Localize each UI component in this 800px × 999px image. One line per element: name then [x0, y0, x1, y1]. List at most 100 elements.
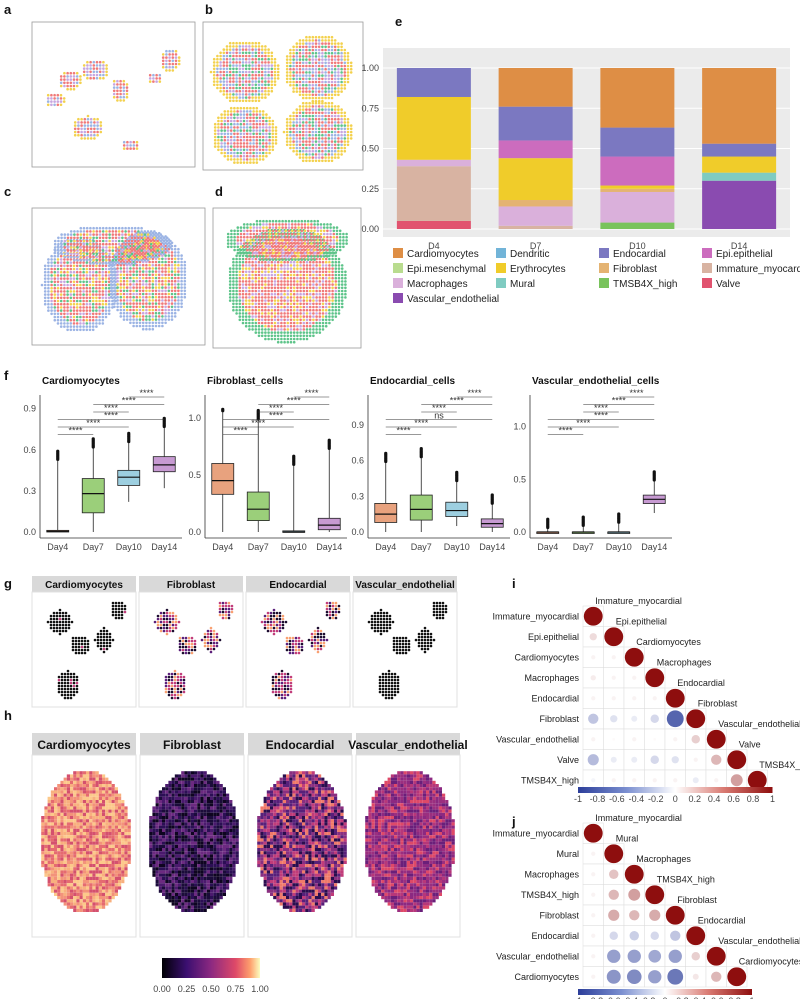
x-tick-label: Day4 — [537, 542, 558, 552]
spot — [74, 639, 78, 643]
spot — [149, 255, 153, 259]
spot — [317, 114, 321, 118]
spot — [257, 57, 261, 61]
spot — [133, 262, 137, 265]
spot — [114, 255, 118, 259]
spot — [305, 292, 309, 296]
spot — [343, 83, 347, 87]
spot — [296, 331, 299, 334]
spot — [308, 312, 312, 315]
spot — [95, 286, 98, 290]
spot — [102, 626, 106, 630]
spot — [244, 83, 248, 87]
spot — [246, 242, 249, 245]
spot — [333, 137, 337, 140]
spot — [300, 229, 304, 233]
spot — [229, 113, 233, 116]
spot — [127, 258, 131, 262]
spot — [232, 283, 235, 286]
spot — [303, 245, 307, 249]
spot — [292, 331, 296, 334]
spot — [303, 255, 307, 258]
spot — [76, 233, 79, 236]
spot — [246, 235, 249, 239]
spot — [228, 41, 232, 45]
bar-segment — [498, 225, 573, 229]
spot — [230, 229, 233, 233]
spot — [252, 148, 255, 152]
spot — [324, 83, 327, 87]
spot — [292, 302, 296, 306]
spot — [349, 127, 353, 131]
spot — [212, 83, 216, 87]
spot — [292, 324, 296, 328]
spot — [242, 226, 246, 229]
spot — [292, 292, 296, 296]
spot — [153, 252, 156, 256]
spot — [140, 242, 143, 246]
spot — [101, 233, 105, 236]
spot — [281, 251, 284, 255]
spot — [53, 286, 57, 290]
spot — [292, 305, 296, 309]
spot — [343, 124, 347, 127]
spot — [248, 89, 251, 93]
spot — [270, 64, 274, 67]
spot — [72, 299, 76, 303]
spot — [129, 267, 132, 270]
spot — [343, 64, 347, 68]
spot — [257, 302, 261, 306]
spot — [317, 159, 321, 163]
spot — [242, 154, 246, 158]
spot — [82, 274, 85, 277]
spot — [225, 96, 229, 99]
spot — [43, 302, 47, 306]
spot — [242, 239, 246, 242]
spot — [244, 73, 248, 77]
spot — [265, 145, 268, 148]
spot — [121, 242, 124, 246]
spot — [233, 235, 236, 239]
spot — [244, 315, 248, 318]
spot — [238, 67, 242, 71]
spot — [151, 263, 155, 267]
spot — [50, 270, 53, 274]
spot — [264, 308, 267, 312]
spot — [46, 103, 50, 107]
spot — [220, 142, 223, 145]
spot — [219, 73, 222, 77]
spot — [89, 255, 92, 259]
spot — [265, 245, 268, 249]
spot — [248, 302, 251, 306]
spot — [260, 321, 264, 325]
spot — [316, 245, 320, 249]
x-tick-label: Day14 — [641, 542, 667, 552]
spot — [268, 138, 271, 142]
spot — [268, 142, 271, 145]
spot — [122, 279, 126, 283]
spot — [337, 302, 341, 306]
spot — [82, 261, 85, 264]
spot — [52, 620, 56, 624]
spot — [287, 223, 291, 226]
spot — [252, 232, 256, 236]
spot — [316, 232, 320, 236]
spot — [327, 93, 331, 97]
spot — [116, 273, 119, 277]
spot — [301, 153, 305, 156]
spot — [271, 148, 275, 152]
spot — [161, 311, 164, 315]
spot — [93, 130, 96, 134]
spot — [315, 264, 318, 267]
spot — [296, 328, 299, 331]
spot — [296, 312, 299, 315]
spot — [311, 117, 315, 121]
spot — [302, 305, 306, 309]
x-tick-label: Day7 — [83, 542, 104, 552]
spot — [340, 296, 344, 299]
spot — [312, 283, 315, 286]
spot — [114, 252, 118, 256]
spot — [236, 239, 240, 242]
bar-segment — [702, 156, 777, 173]
spot — [235, 41, 238, 45]
